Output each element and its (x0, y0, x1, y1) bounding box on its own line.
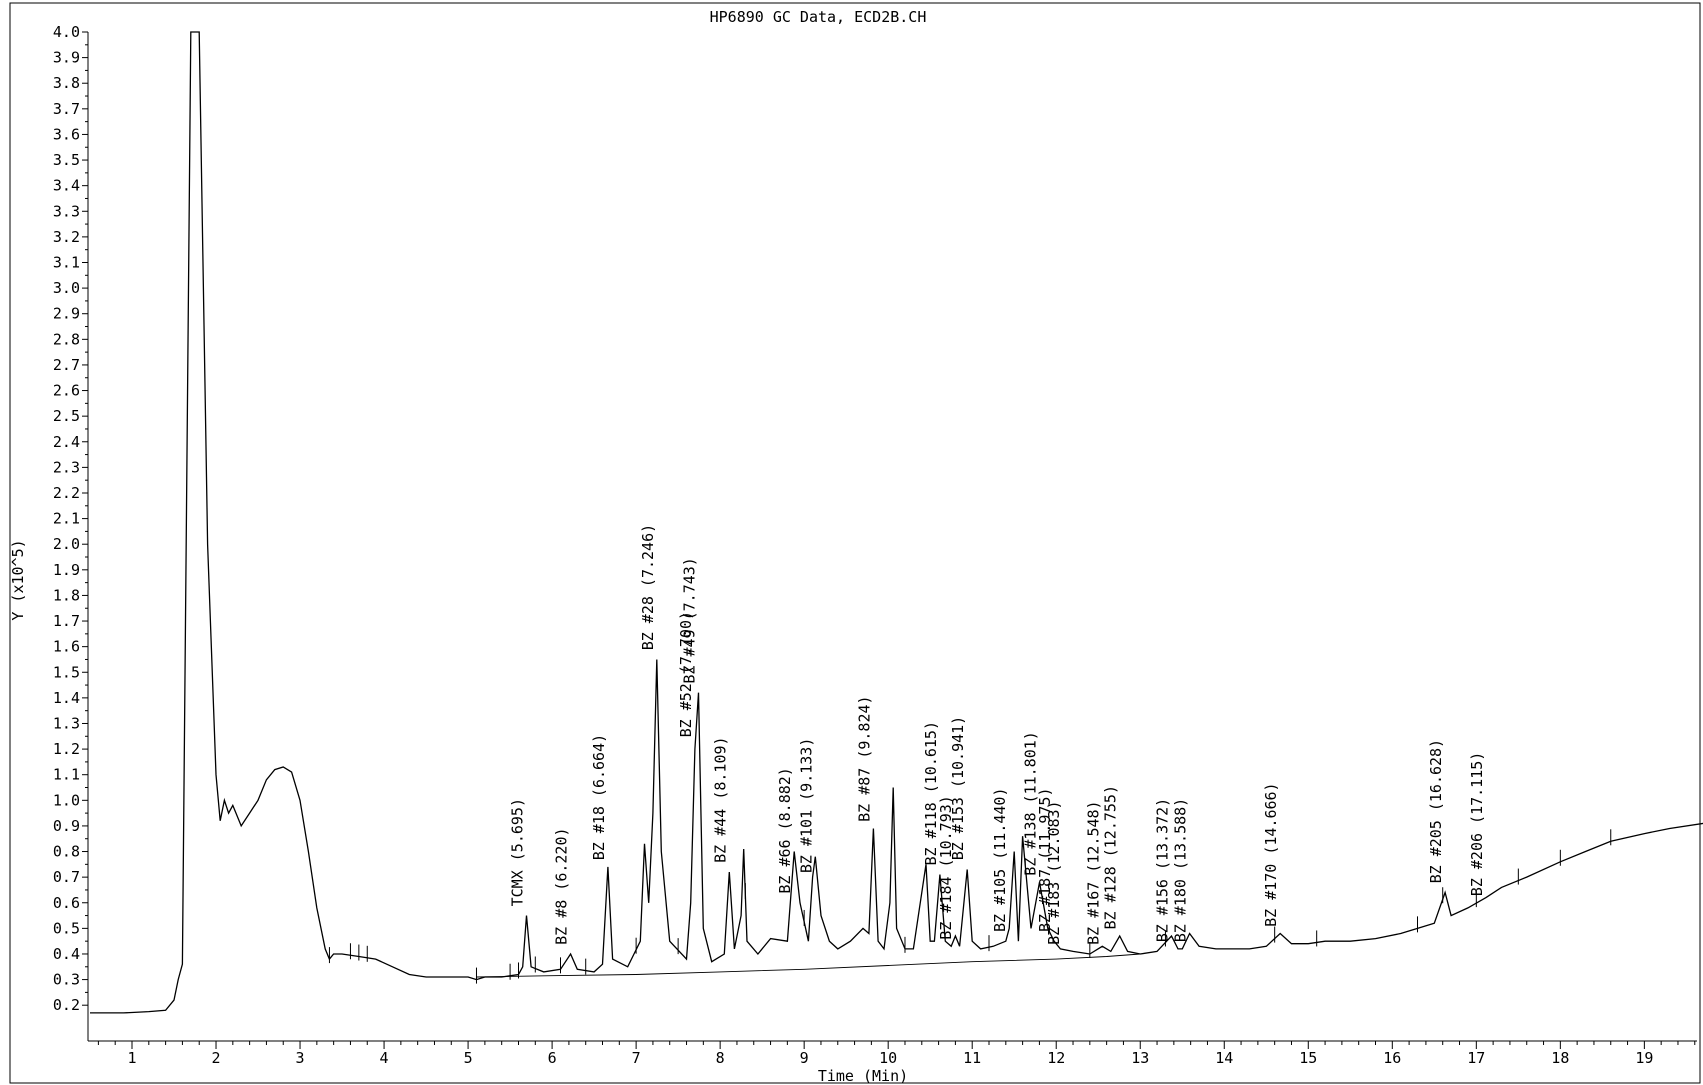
y-tick-label: 0.7 (53, 868, 80, 886)
peak-label: BZ #101 (9.133) (797, 738, 815, 873)
y-tick-label: 4.0 (53, 23, 80, 41)
peak-label: BZ #105 (11.440) (991, 788, 1009, 933)
y-tick-label: 1.8 (53, 586, 80, 604)
x-tick-label: 6 (548, 1049, 557, 1067)
y-tick-label: 1.1 (53, 766, 80, 784)
x-tick-label: 10 (879, 1049, 897, 1067)
peak-label: BZ #28 (7.246) (639, 524, 657, 650)
y-tick-label: 3.6 (53, 125, 80, 143)
x-tick-label: 7 (632, 1049, 641, 1067)
y-tick-label: 1.6 (53, 638, 80, 656)
y-tick-label: 3.1 (53, 253, 80, 271)
x-axis-label: Time (Min) (818, 1067, 908, 1085)
y-tick-label: 2.9 (53, 305, 80, 323)
y-tick-label: 3.8 (53, 74, 80, 92)
peak-label: TCMX (5.695) (509, 798, 527, 906)
x-tick-label: 12 (1047, 1049, 1065, 1067)
y-tick-label: 3.4 (53, 177, 80, 195)
integration-baseline (476, 953, 1141, 978)
y-tick-label: 1.3 (53, 714, 80, 732)
peak-label: BZ #183 (12.083) (1045, 800, 1063, 945)
y-tick-label: 3.0 (53, 279, 80, 297)
y-tick-label: 1.7 (53, 612, 80, 630)
y-tick-label: 2.0 (53, 535, 80, 553)
peak-label: BZ #87 (9.824) (855, 695, 873, 821)
y-tick-label: 0.2 (53, 996, 80, 1014)
y-tick-label: 2.4 (53, 433, 80, 451)
peak-label: BZ #138 (11.801) (1022, 731, 1040, 876)
chromatogram-trace (90, 31, 1703, 1014)
peak-label: BZ #18 (6.664) (590, 734, 608, 860)
y-tick-label: 2.6 (53, 382, 80, 400)
peak-label: BZ #66 (8.882) (776, 767, 794, 893)
y-tick-label: 0.3 (53, 971, 80, 989)
peak-label: BZ #118 (10.615) (922, 721, 940, 866)
peak-label: BZ #170 (14.666) (1262, 782, 1280, 927)
y-tick-label: 2.8 (53, 330, 80, 348)
x-tick-label: 3 (296, 1049, 305, 1067)
y-tick-label: 0.8 (53, 843, 80, 861)
peak-labels: TCMX (5.695) BZ #8 (6.220) BZ #18 (6.664) B… (509, 524, 1487, 945)
x-tick-label: 5 (464, 1049, 473, 1067)
peak-label: BZ #206 (17.115) (1468, 752, 1486, 897)
y-tick-label: 1.0 (53, 791, 80, 809)
y-tick-label: 2.2 (53, 484, 80, 502)
x-tick-label: 14 (1215, 1049, 1233, 1067)
peak-label: BZ #184 (10.793) (937, 795, 955, 940)
y-axis-label: Y (x10^5) (9, 539, 27, 620)
y-tick-label: 0.6 (53, 894, 80, 912)
x-tick-label: 17 (1467, 1049, 1485, 1067)
peak-label: BZ #187 (11.975) (1036, 788, 1054, 933)
y-tick-label: 3.7 (53, 100, 80, 118)
peak-label: BZ #156 (13.372) (1154, 798, 1172, 943)
y-tick-label: 1.4 (53, 689, 80, 707)
x-tick-label: 9 (800, 1049, 809, 1067)
y-tick-label: 2.3 (53, 458, 80, 476)
peak-label: BZ #153 (10.941) (949, 716, 967, 861)
frame-border (9, 2, 1701, 1084)
peak-label: BZ #44 (8.109) (711, 736, 729, 862)
y-tick-label: 2.7 (53, 356, 80, 374)
x-axis-ticks: 1 2 3 4 5 6 7 8 9 10 11 12 13 14 15 16 17 18 19 (97, 1041, 1696, 1067)
y-tick-label: 2.5 (53, 407, 80, 425)
peak-label: BZ #128 (12.755) (1102, 785, 1120, 930)
x-tick-label: 1 (127, 1049, 136, 1067)
y-tick-label: 3.2 (53, 228, 80, 246)
peak-label: BZ #52 (7.700) (677, 611, 695, 737)
x-tick-label: 8 (716, 1049, 725, 1067)
peak-label: BZ #205 (16.628) (1427, 739, 1445, 884)
peak-label: BZ #180 (13.588) (1172, 798, 1190, 943)
peak-label: BZ #167 (12.548) (1084, 800, 1102, 945)
y-tick-label: 0.4 (53, 945, 80, 963)
x-tick-label: 13 (1131, 1049, 1149, 1067)
x-tick-label: 16 (1383, 1049, 1401, 1067)
y-axis-ticks: 0.2 0.3 0.4 0.5 0.6 0.7 0.8 0.9 1.0 1.1 1.2 1.3 1.4 1… (53, 23, 88, 1014)
y-tick-label: 2.1 (53, 510, 80, 528)
x-tick-label: 2 (212, 1049, 221, 1067)
chart-title: HP6890 GC Data, ECD2B.CH (710, 8, 927, 26)
peak-label: BZ #8 (6.220) (553, 827, 571, 944)
x-tick-label: 19 (1635, 1049, 1653, 1067)
x-tick-label: 11 (963, 1049, 981, 1067)
x-tick-label: 4 (380, 1049, 389, 1067)
y-tick-label: 0.5 (53, 919, 80, 937)
x-tick-label: 18 (1551, 1049, 1569, 1067)
y-tick-label: 3.3 (53, 202, 80, 220)
x-tick-label: 15 (1299, 1049, 1317, 1067)
y-tick-label: 1.5 (53, 663, 80, 681)
y-tick-label: 1.9 (53, 561, 80, 579)
y-tick-label: 3.9 (53, 49, 80, 67)
y-tick-label: 1.2 (53, 740, 80, 758)
y-tick-label: 0.9 (53, 817, 80, 835)
peak-label: BZ #49 (7.743) (681, 557, 699, 683)
y-tick-label: 3.5 (53, 151, 80, 169)
